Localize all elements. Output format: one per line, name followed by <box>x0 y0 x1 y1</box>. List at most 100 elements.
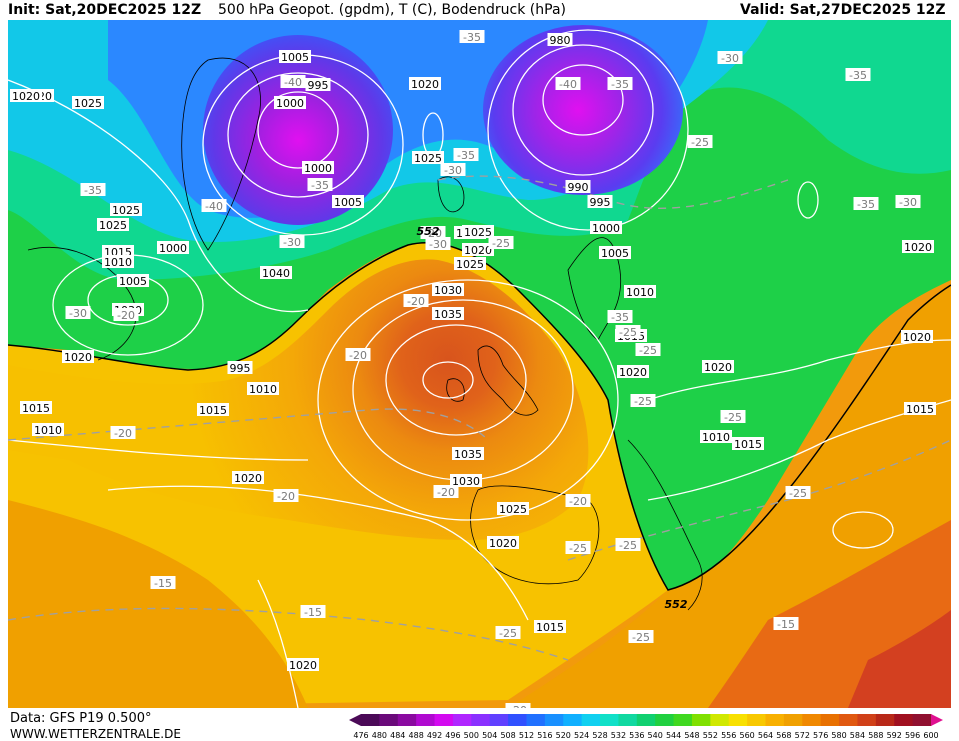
svg-text:-30: -30 <box>283 236 301 249</box>
temperature-label: -30 <box>440 163 466 177</box>
svg-text:-35: -35 <box>611 311 629 324</box>
svg-text:1025: 1025 <box>99 219 127 232</box>
svg-text:1010: 1010 <box>702 431 730 444</box>
colorbar-swatch <box>544 714 564 726</box>
temperature-label: -20 <box>345 348 371 362</box>
isobar-label: 1030 <box>432 283 464 297</box>
isobar-label: 1020 <box>10 89 42 103</box>
svg-text:-20: -20 <box>569 495 587 508</box>
colorbar-tick-label: 580 <box>831 731 846 740</box>
colorbar-tick-label: 476 <box>353 731 368 740</box>
isobar-low-e-mid <box>512 44 654 176</box>
colorbar-swatch <box>434 714 454 726</box>
colorbar-tick-label: 548 <box>684 731 699 740</box>
isobar-label: 1020 <box>901 330 933 344</box>
colorbar-tick-label: 516 <box>537 731 552 740</box>
isobar-1020-south <box>107 485 529 621</box>
chart-title: 500 hPa Geopot. (gpdm), T (C), Bodendruc… <box>218 2 566 18</box>
colorbar-swatch <box>655 714 675 726</box>
isobar-label: 1040 <box>260 266 292 280</box>
temperature-label: -20 <box>273 489 299 503</box>
svg-text:1025: 1025 <box>74 97 102 110</box>
svg-text:1020: 1020 <box>904 241 932 254</box>
temperature-label: -40 <box>280 75 306 89</box>
weather-map: 1020102510051000995100010051020102598099… <box>8 20 951 708</box>
isobar-label: 1010 <box>700 430 732 444</box>
isobar-label: 1025 <box>110 203 142 217</box>
valid-time: Valid: Sat,27DEC2025 12Z <box>740 2 946 18</box>
svg-text:995: 995 <box>230 362 251 375</box>
colorbar-swatch <box>397 714 417 726</box>
isobar-label: 1000 <box>590 221 622 235</box>
temperature-label: -15 <box>150 576 176 590</box>
isobar-label: 1015 <box>732 437 764 451</box>
temperature-label: -25 <box>488 236 514 250</box>
svg-text:-25: -25 <box>619 326 637 339</box>
svg-text:-40: -40 <box>559 78 577 91</box>
isobar-label: 1015 <box>20 401 52 415</box>
colorbar-tick-label: 596 <box>905 731 920 740</box>
svg-text:995: 995 <box>308 79 329 92</box>
svg-text:-35: -35 <box>611 78 629 91</box>
temperature-label: -20 <box>505 703 531 708</box>
temperature-label: -35 <box>607 310 633 324</box>
isobar-label: 1025 <box>497 502 529 516</box>
svg-text:995: 995 <box>590 196 611 209</box>
isobar-label: 995 <box>227 361 253 375</box>
colorbar-tick-label: 532 <box>611 731 626 740</box>
isobar-label: 1020 <box>287 658 319 672</box>
colorbar-tick-label: 492 <box>427 731 442 740</box>
temperature-label: -20 <box>420 226 446 240</box>
isobar-west-1 <box>8 79 309 313</box>
colorbar-swatch <box>710 714 730 726</box>
svg-text:1040: 1040 <box>262 267 290 280</box>
temperature-label: -20 <box>565 494 591 508</box>
colorbar-tick-label: 600 <box>923 731 938 740</box>
colorbar-tick-label: 480 <box>372 731 387 740</box>
contour-552 <box>8 242 951 591</box>
colorbar-tick-label: 568 <box>776 731 791 740</box>
isobar-label: 1005 <box>599 246 631 260</box>
svg-text:1020: 1020 <box>464 244 492 257</box>
isobar-label: 1020 <box>487 536 519 550</box>
isobar-label: 1025 <box>97 218 129 232</box>
isobar-label: 1020 <box>462 243 494 257</box>
temperature-label: -25 <box>615 325 641 339</box>
colorbar-tick-label: 592 <box>887 731 902 740</box>
colorbar-tick-label: 500 <box>464 731 479 740</box>
svg-text:-40: -40 <box>205 200 223 213</box>
colorbar-tick-label: 488 <box>409 731 424 740</box>
isobar-label: 1025 <box>454 257 486 271</box>
svg-text:1010: 1010 <box>34 424 62 437</box>
isobar-label: 1005 <box>332 195 364 209</box>
svg-text:1030: 1030 <box>434 284 462 297</box>
svg-text:-15: -15 <box>154 577 172 590</box>
init-time: Init: Sat,20DEC2025 12Z <box>8 2 202 18</box>
coast-ireland <box>446 378 465 402</box>
low-pressure-core-east <box>483 25 683 195</box>
colorbar-legend: 476 480 484 488 492 496 500 504 508 512 516 520 524 5… <box>349 714 943 740</box>
svg-text:1000: 1000 <box>592 222 620 235</box>
svg-text:-25: -25 <box>634 395 652 408</box>
temperature-label: -25 <box>628 630 654 644</box>
isobar-label: 1000 <box>302 161 334 175</box>
temperature-label: -30 <box>425 237 451 251</box>
isobar-label: 1020 <box>902 240 934 254</box>
colorbar-swatch <box>765 714 785 726</box>
colorbar-swatch <box>600 714 619 726</box>
colorbar-swatch <box>691 714 711 726</box>
isobar-low-e-inner <box>542 64 624 136</box>
isobar-labels: 1020102510051000995100010051020102598099… <box>10 33 936 672</box>
svg-text:-35: -35 <box>311 179 329 192</box>
svg-text:-25: -25 <box>569 542 587 555</box>
svg-text:1010: 1010 <box>249 383 277 396</box>
colorbar-tick-label: 552 <box>703 731 718 740</box>
svg-text:1025: 1025 <box>112 204 140 217</box>
svg-text:1025: 1025 <box>464 226 492 239</box>
svg-text:1020: 1020 <box>64 351 92 364</box>
colorbar-swatch <box>508 714 527 726</box>
temperature-label: -25 <box>687 135 713 149</box>
svg-text:-25: -25 <box>691 136 709 149</box>
colorbar-swatch <box>452 714 472 726</box>
